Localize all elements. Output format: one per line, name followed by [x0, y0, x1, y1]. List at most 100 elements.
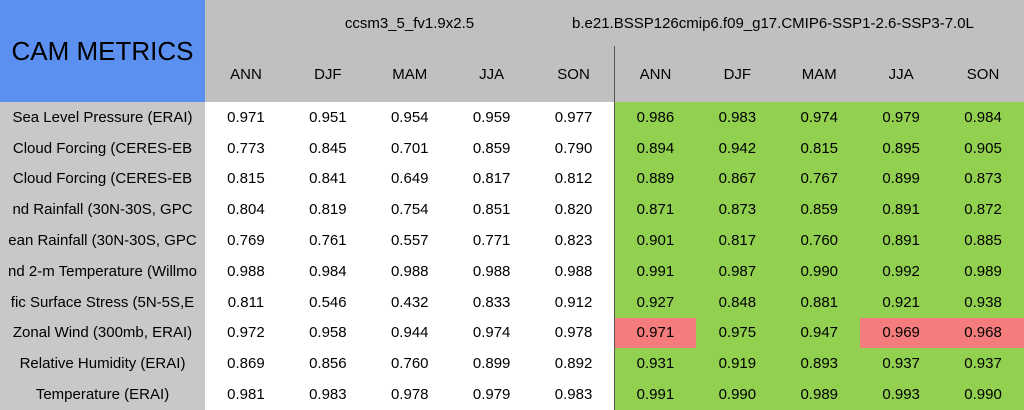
metric-cell: 0.769 [205, 225, 288, 257]
metric-cell: 0.701 [368, 132, 452, 165]
metric-cell: 0.812 [532, 163, 616, 196]
group-header: b.e21.BSSP126cmip6.f09_g17.CMIP6-SSP1-2.… [572, 14, 974, 32]
column-header: DJF [696, 46, 780, 103]
metric-cell: 0.761 [286, 225, 370, 257]
metric-cell: 0.754 [368, 194, 452, 227]
metric-cell: 0.760 [778, 225, 862, 257]
metric-cell: 0.975 [696, 317, 780, 350]
metric-cell: 0.557 [368, 225, 452, 257]
metric-cell: 0.979 [860, 102, 944, 134]
column-header: MAM [368, 46, 452, 103]
metric-cell: 0.988 [368, 256, 452, 288]
metric-cell: 0.974 [778, 102, 862, 134]
metric-cell: 0.992 [860, 256, 944, 288]
metric-cell: 0.899 [450, 348, 534, 381]
metric-cell: 0.984 [286, 256, 370, 288]
metric-cell: 0.931 [614, 348, 698, 381]
metric-cell: 0.845 [286, 132, 370, 165]
metric-cell: 0.546 [286, 286, 370, 319]
metric-cell: 0.869 [205, 348, 288, 381]
metric-cell: 0.905 [942, 132, 1024, 165]
metric-cell: 0.988 [205, 256, 288, 288]
table-title: CAM METRICS [0, 0, 206, 103]
metric-cell: 0.986 [614, 102, 698, 134]
metric-cell: 0.841 [286, 163, 370, 196]
metric-cell: 0.987 [696, 256, 780, 288]
metric-cell: 0.958 [286, 317, 370, 350]
metric-cell: 0.968 [942, 317, 1024, 350]
metric-cell: 0.773 [205, 132, 288, 165]
metric-cell: 0.979 [450, 379, 534, 410]
metric-cell: 0.974 [450, 317, 534, 350]
metric-cell: 0.859 [778, 194, 862, 227]
metric-cell: 0.873 [696, 194, 780, 227]
metric-cell: 0.990 [778, 256, 862, 288]
row-label: ean Rainfall (30N-30S, GPC [0, 225, 206, 257]
column-header: DJF [286, 46, 370, 103]
row-label: nd 2-m Temperature (Willmo [0, 256, 206, 288]
metric-cell: 0.947 [778, 317, 862, 350]
metric-cell: 0.971 [205, 102, 288, 134]
metric-cell: 0.989 [942, 256, 1024, 288]
metric-cell: 0.983 [286, 379, 370, 410]
metric-cell: 0.893 [778, 348, 862, 381]
metric-cell: 0.993 [860, 379, 944, 410]
metric-cell: 0.820 [532, 194, 616, 227]
metric-cell: 0.984 [942, 102, 1024, 134]
metric-cell: 0.871 [614, 194, 698, 227]
metric-cell: 0.856 [286, 348, 370, 381]
row-label: Zonal Wind (300mb, ERAI) [0, 317, 206, 350]
metric-cell: 0.891 [860, 194, 944, 227]
metric-cell: 0.921 [860, 286, 944, 319]
column-header: ANN [614, 46, 698, 103]
metric-cell: 0.815 [205, 163, 288, 196]
metric-cell: 0.937 [942, 348, 1024, 381]
column-header: ANN [205, 46, 288, 103]
metric-cell: 0.988 [450, 256, 534, 288]
metric-cell: 0.981 [205, 379, 288, 410]
metric-cell: 0.991 [614, 256, 698, 288]
row-label: Temperature (ERAI) [0, 379, 206, 410]
metric-cell: 0.901 [614, 225, 698, 257]
column-header: JJA [860, 46, 944, 103]
metric-cell: 0.817 [450, 163, 534, 196]
metric-cell: 0.859 [450, 132, 534, 165]
group-header: ccsm3_5_fv1.9x2.5 [205, 0, 615, 47]
metric-cell: 0.833 [450, 286, 534, 319]
metric-cell: 0.942 [696, 132, 780, 165]
metric-cell: 0.919 [696, 348, 780, 381]
metric-cell: 0.978 [368, 379, 452, 410]
metric-cell: 0.895 [860, 132, 944, 165]
metric-cell: 0.990 [942, 379, 1024, 410]
metric-cell: 0.848 [696, 286, 780, 319]
metric-cell: 0.944 [368, 317, 452, 350]
metric-cell: 0.937 [860, 348, 944, 381]
metric-cell: 0.891 [860, 225, 944, 257]
metric-cell: 0.767 [778, 163, 862, 196]
row-label: nd Rainfall (30N-30S, GPC [0, 194, 206, 227]
metric-cell: 0.649 [368, 163, 452, 196]
metric-cell: 0.819 [286, 194, 370, 227]
metric-cell: 0.988 [532, 256, 616, 288]
metric-cell: 0.815 [778, 132, 862, 165]
metric-cell: 0.823 [532, 225, 616, 257]
metric-cell: 0.990 [696, 379, 780, 410]
metric-cell: 0.938 [942, 286, 1024, 319]
metric-cell: 0.811 [205, 286, 288, 319]
row-label: Sea Level Pressure (ERAI) [0, 102, 206, 134]
metric-cell: 0.851 [450, 194, 534, 227]
metric-cell: 0.899 [860, 163, 944, 196]
metric-cell: 0.872 [942, 194, 1024, 227]
metric-cell: 0.771 [450, 225, 534, 257]
column-header: MAM [778, 46, 862, 103]
metric-cell: 0.977 [532, 102, 616, 134]
row-label: Relative Humidity (ERAI) [0, 348, 206, 381]
metric-cell: 0.867 [696, 163, 780, 196]
metric-cell: 0.978 [532, 317, 616, 350]
row-label: Cloud Forcing (CERES-EB [0, 132, 206, 165]
metric-cell: 0.983 [532, 379, 616, 410]
metric-cell: 0.927 [614, 286, 698, 319]
metric-cell: 0.971 [614, 317, 698, 350]
metric-cell: 0.760 [368, 348, 452, 381]
metric-cell: 0.873 [942, 163, 1024, 196]
